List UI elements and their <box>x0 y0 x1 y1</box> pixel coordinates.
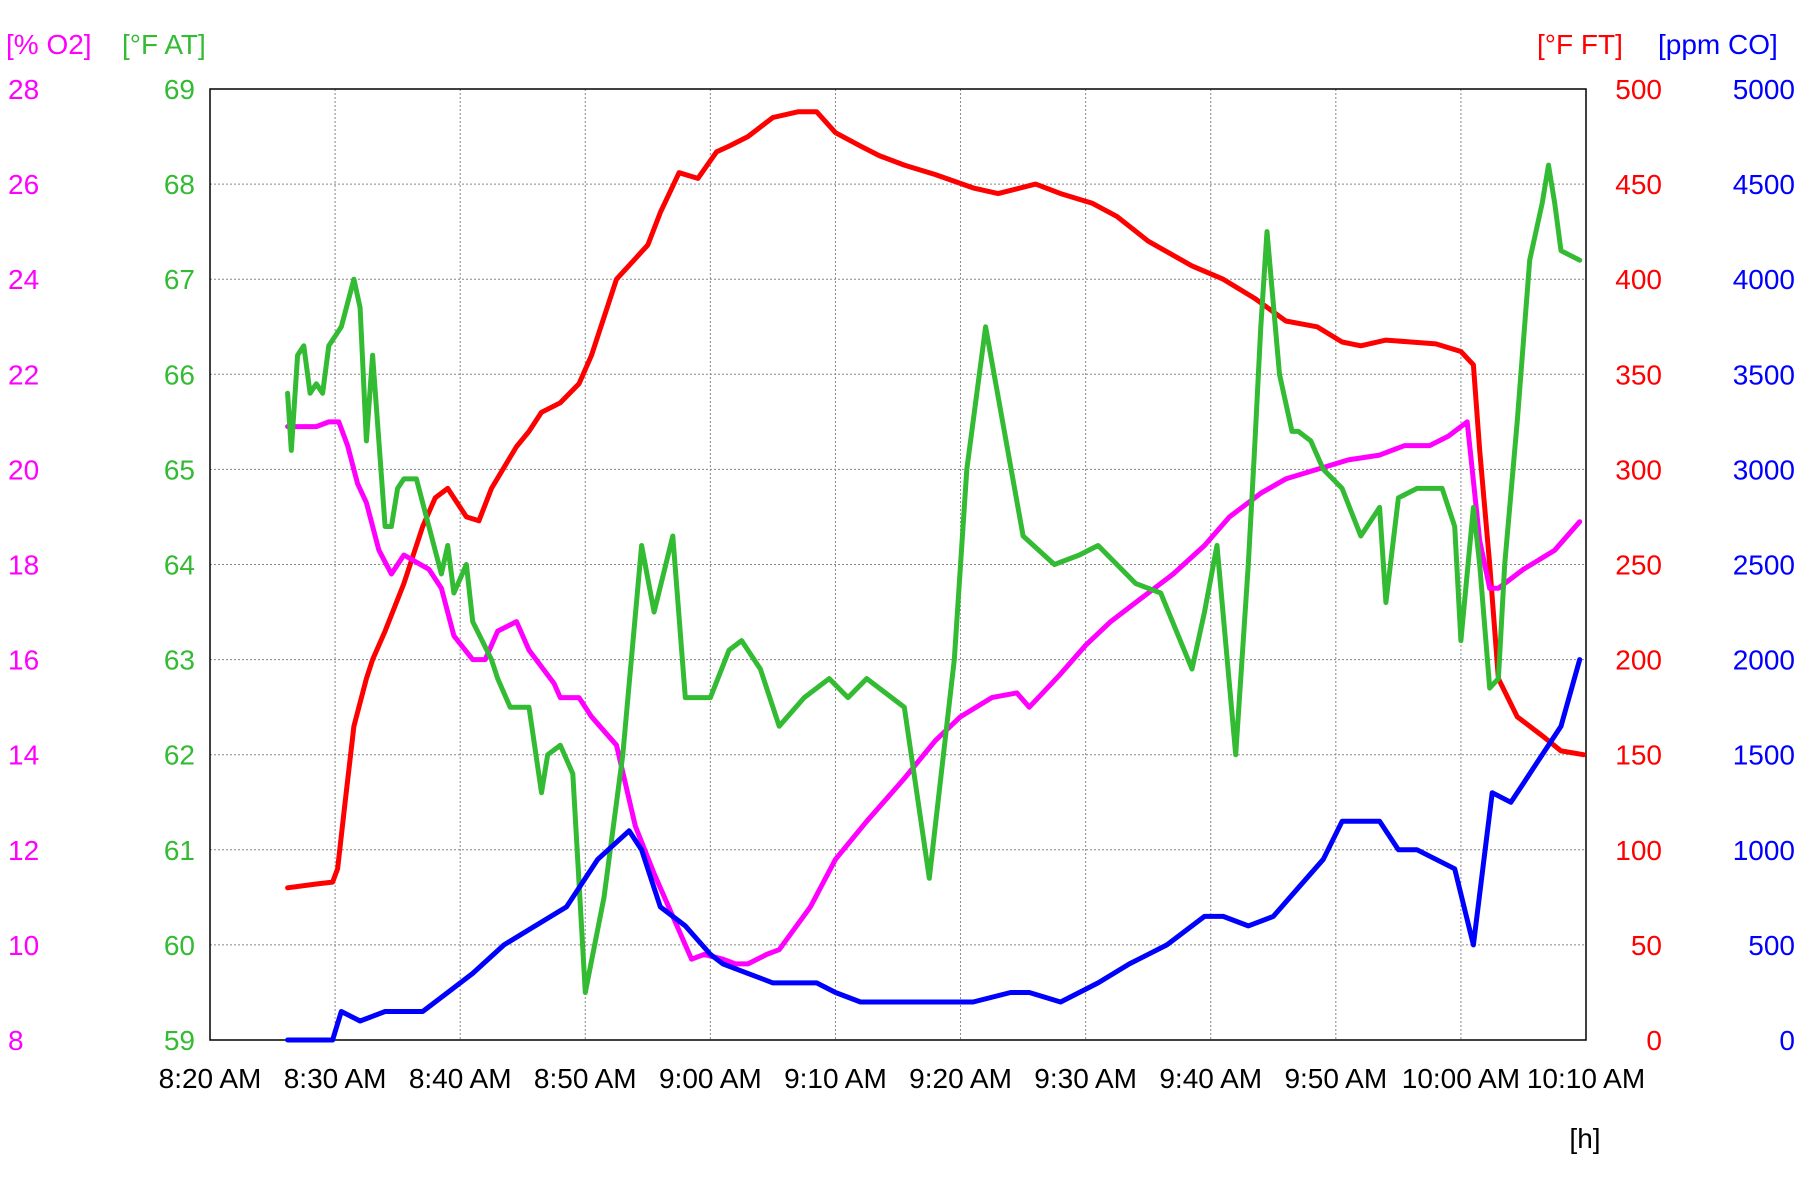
y-tick-label-at: 67 <box>164 264 195 295</box>
y-tick-label-o2: 18 <box>8 550 39 581</box>
y-tick-label-co: 4000 <box>1733 264 1795 295</box>
ticks-at-axis: 59 60 61 62 63 64 65 66 67 68 69 <box>164 74 195 1056</box>
x-tick-label: 9:20 AM <box>909 1063 1012 1094</box>
y-tick-label-ft: 400 <box>1615 264 1662 295</box>
y-tick-label-o2: 20 <box>8 454 39 485</box>
y-tick-label-co: 4500 <box>1733 169 1795 200</box>
y-tick-label-co: 5000 <box>1733 74 1795 105</box>
x-tick-label: 8:50 AM <box>534 1063 637 1094</box>
series-line-ft <box>285 109 1586 891</box>
x-tick-label: 9:00 AM <box>659 1063 762 1094</box>
y-tick-label-o2: 14 <box>8 740 39 771</box>
y-tick-label-co: 2500 <box>1733 550 1795 581</box>
x-tick-label: 9:40 AM <box>1159 1063 1262 1094</box>
x-axis-unit-label: [h] <box>1569 1123 1600 1154</box>
x-tick-label: 9:30 AM <box>1034 1063 1137 1094</box>
y-tick-label-o2: 12 <box>8 835 39 866</box>
series-line-at <box>285 162 1583 995</box>
y-tick-label-ft: 50 <box>1631 930 1662 961</box>
ticks-x-axis: 8:20 AM 8:30 AM 8:40 AM 8:50 AM 9:00 AM 9:10 … <box>159 1063 1646 1094</box>
y-tick-label-o2: 26 <box>8 169 39 200</box>
x-tick-label: 8:20 AM <box>159 1063 262 1094</box>
y-tick-label-co: 1500 <box>1733 740 1795 771</box>
y-tick-label-ft: 450 <box>1615 169 1662 200</box>
y-tick-label-co: 3500 <box>1733 359 1795 390</box>
y-tick-label-at: 62 <box>164 740 195 771</box>
y-tick-label-ft: 200 <box>1615 645 1662 676</box>
series-line-o2 <box>285 419 1583 967</box>
y-tick-label-at: 69 <box>164 74 195 105</box>
y-tick-label-co: 1000 <box>1733 835 1795 866</box>
y-tick-label-at: 65 <box>164 454 195 485</box>
y-tick-label-ft: 100 <box>1615 835 1662 866</box>
y-tick-label-co: 500 <box>1748 930 1795 961</box>
x-tick-label: 8:40 AM <box>409 1063 512 1094</box>
y-tick-label-ft: 500 <box>1615 74 1662 105</box>
y-tick-label-at: 64 <box>164 550 195 581</box>
x-tick-label: 10:00 AM <box>1402 1063 1520 1094</box>
axis-label-ft: [°F FT] <box>1537 29 1623 60</box>
y-tick-label-ft: 250 <box>1615 550 1662 581</box>
y-tick-label-co: 3000 <box>1733 454 1795 485</box>
y-tick-label-ft: 0 <box>1646 1025 1662 1056</box>
axis-label-co: [ppm CO] <box>1658 29 1778 60</box>
x-tick-label: 9:10 AM <box>784 1063 887 1094</box>
y-tick-label-co: 0 <box>1779 1025 1795 1056</box>
y-tick-label-ft: 150 <box>1615 740 1662 771</box>
y-tick-label-co: 2000 <box>1733 645 1795 676</box>
x-tick-label: 9:50 AM <box>1284 1063 1387 1094</box>
y-tick-label-o2: 22 <box>8 359 39 390</box>
series-line-co <box>285 657 1583 1043</box>
y-tick-label-ft: 300 <box>1615 454 1662 485</box>
axis-label-at: [°F AT] <box>122 29 206 60</box>
ticks-co-axis: 0 500 1000 1500 2000 2500 3000 3500 4000 4500 5000 <box>1733 74 1795 1056</box>
y-tick-label-ft: 350 <box>1615 359 1662 390</box>
y-tick-label-at: 68 <box>164 169 195 200</box>
series-layer <box>285 109 1586 1043</box>
x-tick-label: 10:10 AM <box>1527 1063 1645 1094</box>
y-tick-label-o2: 10 <box>8 930 39 961</box>
plot-frame <box>209 88 1587 1041</box>
y-tick-label-at: 63 <box>164 645 195 676</box>
y-tick-label-at: 66 <box>164 359 195 390</box>
y-tick-label-o2: 16 <box>8 645 39 676</box>
y-tick-label-o2: 8 <box>8 1025 24 1056</box>
y-tick-label-o2: 28 <box>8 74 39 105</box>
y-tick-label-o2: 24 <box>8 264 39 295</box>
y-tick-label-at: 59 <box>164 1025 195 1056</box>
ticks-ft-axis: 0 50 100 150 200 250 300 350 400 450 500 <box>1615 74 1662 1056</box>
x-tick-label: 8:30 AM <box>284 1063 387 1094</box>
y-tick-label-at: 61 <box>164 835 195 866</box>
axis-label-o2: [% O2] <box>6 29 92 60</box>
ticks-o2-axis: 8 10 12 14 16 18 20 22 24 26 28 <box>8 74 39 1056</box>
y-tick-label-at: 60 <box>164 930 195 961</box>
